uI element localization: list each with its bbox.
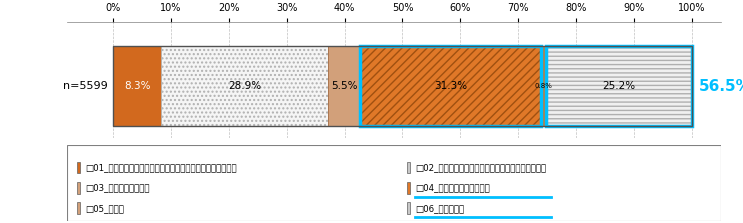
Bar	[113, 46, 161, 126]
Bar	[407, 162, 410, 173]
Bar	[161, 46, 328, 126]
Bar	[77, 182, 80, 194]
Bar	[360, 46, 542, 126]
Text: 0.8%: 0.8%	[535, 83, 553, 89]
Text: 28.9%: 28.9%	[228, 81, 262, 91]
Bar	[113, 46, 692, 126]
Text: □06_わからない: □06_わからない	[415, 204, 464, 213]
Bar	[360, 46, 542, 126]
Bar	[77, 162, 80, 173]
Bar	[407, 202, 410, 214]
Text: 31.3%: 31.3%	[434, 81, 467, 91]
Text: 8.3%: 8.3%	[124, 81, 150, 91]
Text: 25.2%: 25.2%	[603, 81, 635, 91]
Text: □02_専門的な知識・技能を活かせる仕事に就きたい: □02_専門的な知識・技能を活かせる仕事に就きたい	[415, 163, 546, 172]
Bar	[328, 46, 360, 126]
Bar	[546, 46, 692, 126]
Text: 5.5%: 5.5%	[331, 81, 357, 91]
Text: □03_独立・開業したい: □03_独立・開業したい	[85, 183, 149, 192]
Text: n=5599: n=5599	[62, 81, 108, 91]
Text: 56.5%: 56.5%	[698, 79, 743, 94]
Text: □04_なりゆきにまかせたい: □04_なりゆきにまかせたい	[415, 183, 490, 192]
Bar	[546, 46, 692, 126]
Text: □01_会社幹部、管理職としてマネジメントの仕事に就きたい: □01_会社幹部、管理職としてマネジメントの仕事に就きたい	[85, 163, 236, 172]
Bar	[542, 46, 546, 126]
Bar	[407, 182, 410, 194]
Text: □05_その他: □05_その他	[85, 204, 124, 213]
Bar	[77, 202, 80, 214]
